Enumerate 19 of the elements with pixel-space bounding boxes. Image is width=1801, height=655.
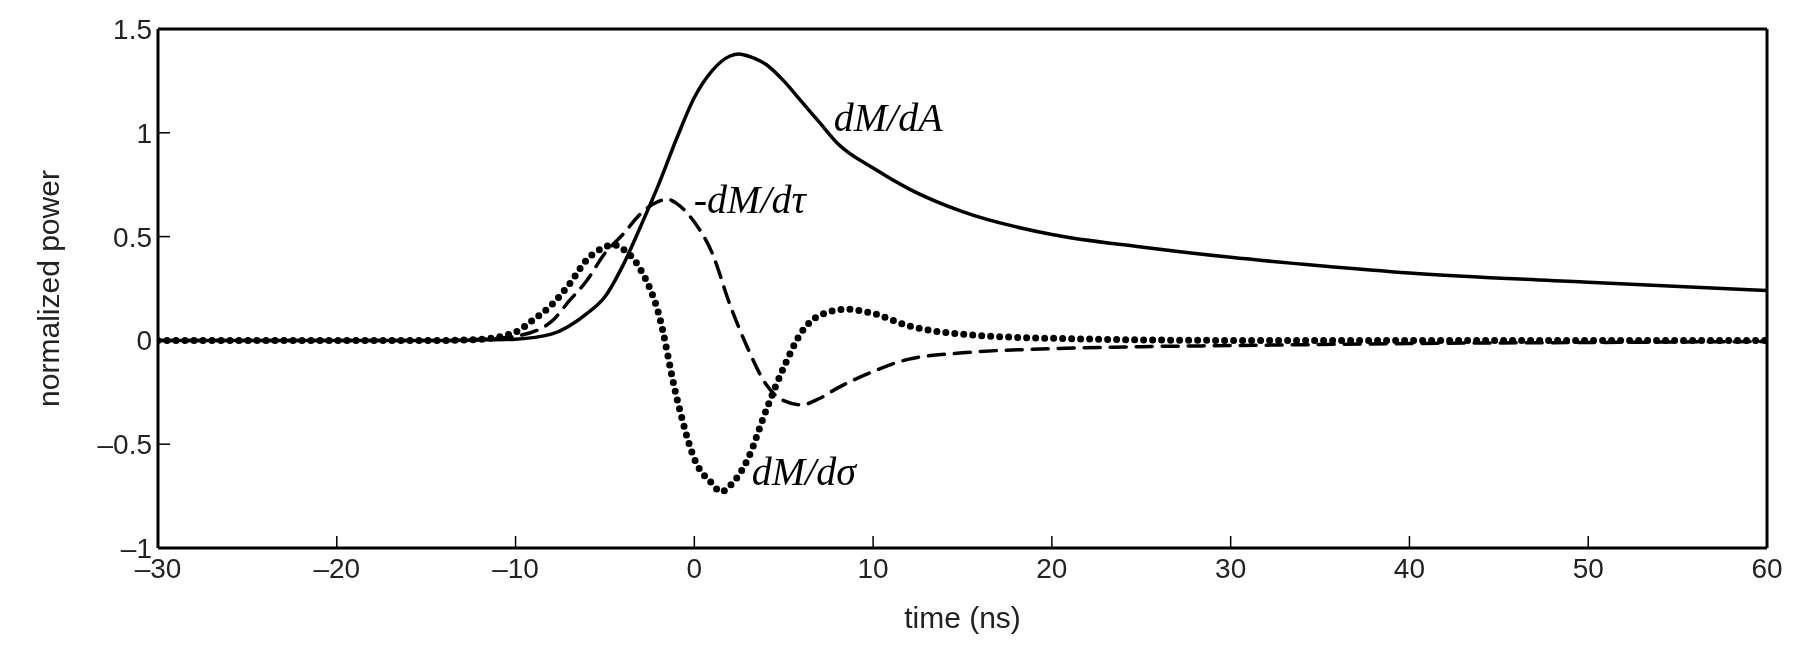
y-tick-label: 0 — [136, 325, 152, 357]
series-label: dM/dA — [833, 95, 944, 141]
series-label: dM/dσ — [751, 449, 858, 495]
x-axis-title: time (ns) — [904, 601, 1021, 634]
x-tick-label: –10 — [492, 552, 539, 584]
x-tick-label: 20 — [1036, 552, 1068, 584]
x-tick-label: –20 — [313, 552, 361, 584]
y-axis-title: normalized power — [31, 170, 65, 407]
y-tick-label: 0.5 — [113, 221, 152, 253]
y-tick-label: –0.5 — [97, 429, 152, 461]
x-tick-label: 30 — [1215, 552, 1247, 584]
y-tick-label: 1 — [136, 117, 152, 149]
x-tick-label: 40 — [1393, 552, 1426, 584]
x-tick-label: 50 — [1572, 552, 1604, 584]
x-tick-label: 0 — [686, 552, 703, 584]
series-label: -dM/dτ — [693, 177, 808, 223]
x-tick-label: 60 — [1751, 552, 1783, 584]
y-tick-label: 1.5 — [113, 13, 152, 45]
x-tick-label: 10 — [857, 552, 889, 584]
